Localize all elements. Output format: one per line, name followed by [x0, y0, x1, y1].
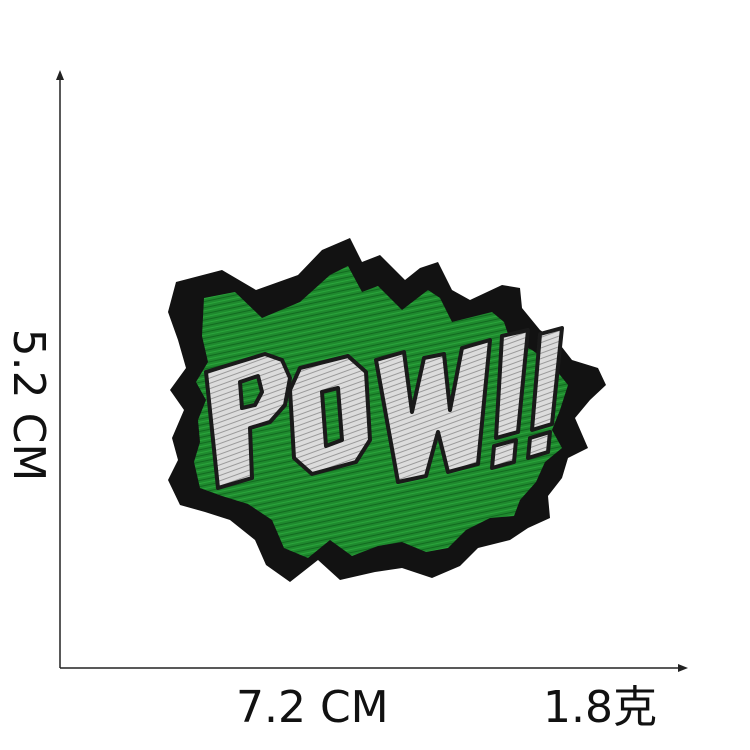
patch-green-burst	[194, 266, 568, 558]
dimension-axes	[56, 70, 688, 672]
vertical-axis-arrowhead	[56, 70, 64, 80]
letter-o-shape	[288, 354, 372, 476]
pow-patch-image	[168, 238, 606, 582]
letter-w-shape	[374, 338, 492, 484]
pow-lettering	[204, 326, 564, 490]
width-dimension-label: 7.2 CM	[236, 682, 389, 733]
letter-p-shape	[204, 352, 292, 490]
weight-label: 1.8克	[543, 682, 657, 733]
exclamation-2-shape	[526, 326, 564, 460]
height-dimension-label: 5.2 CM	[3, 328, 54, 482]
exclamation-1-shape	[490, 328, 530, 470]
horizontal-axis-arrowhead	[678, 664, 688, 672]
